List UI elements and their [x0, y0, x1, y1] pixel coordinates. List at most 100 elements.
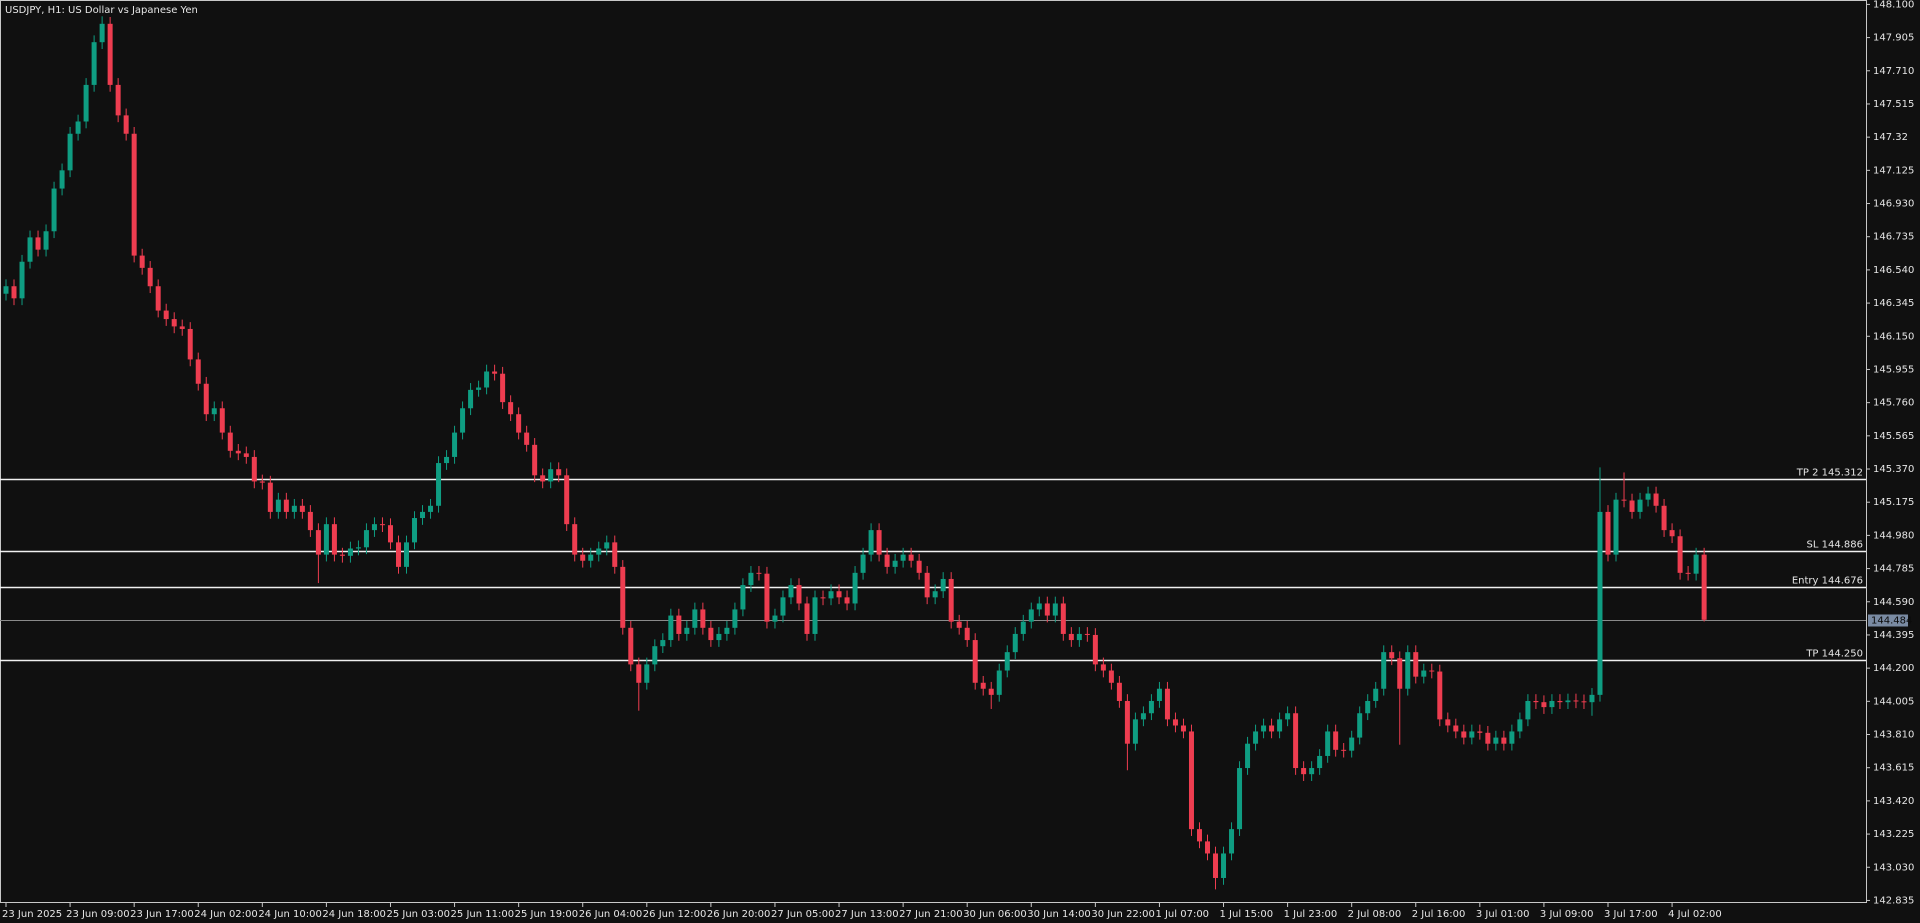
candle-body	[588, 554, 594, 561]
y-tick-label: 142.835	[1873, 895, 1914, 906]
candle-body	[203, 383, 209, 415]
candle-body	[612, 542, 618, 567]
y-tick-label: 147.125	[1873, 165, 1914, 176]
candle-body	[1549, 700, 1555, 708]
candle-body	[996, 670, 1002, 695]
y-tick-label: 143.615	[1873, 763, 1914, 774]
candle-body	[363, 530, 369, 548]
candle-body	[1613, 499, 1619, 555]
x-tick-label: 2 Jul 08:00	[1348, 909, 1402, 920]
candle-body	[251, 456, 257, 482]
candle-body	[1445, 719, 1451, 726]
candle-body	[1044, 603, 1050, 616]
candle-body	[1116, 682, 1122, 701]
candle-body	[468, 389, 474, 409]
candle-body	[1100, 664, 1106, 671]
candle-body	[524, 432, 530, 445]
candle-body	[3, 286, 9, 294]
y-tick-label: 144.005	[1873, 696, 1914, 707]
candle-body	[1253, 731, 1259, 744]
candle-body	[580, 554, 586, 561]
y-tick-label: 143.810	[1873, 730, 1914, 741]
candle-body	[123, 115, 129, 134]
y-tick-label: 146.735	[1873, 232, 1914, 243]
candle-body	[564, 475, 570, 525]
candle-body	[1164, 688, 1170, 720]
candle-body	[828, 591, 834, 599]
x-tick-label: 24 Jun 18:00	[322, 909, 386, 920]
candle-body	[1677, 536, 1683, 573]
candle-body	[980, 682, 986, 689]
x-tick-label: 26 Jun 04:00	[579, 909, 643, 920]
x-tick-label: 30 Jun 22:00	[1091, 909, 1155, 920]
candle-body	[1237, 768, 1243, 830]
candle-body	[219, 408, 225, 433]
candle-body	[259, 481, 265, 483]
candle-body	[99, 23, 105, 43]
y-tick-label: 145.955	[1873, 364, 1914, 375]
candle-body	[1277, 719, 1283, 732]
candle-body	[211, 408, 217, 415]
x-tick-label: 23 Jun 09:00	[66, 909, 130, 920]
candle-body	[1429, 670, 1435, 672]
x-tick-label: 27 Jun 05:00	[771, 909, 835, 920]
candle-body	[812, 597, 818, 634]
candle-body	[628, 627, 634, 665]
candle-body	[1196, 829, 1202, 842]
x-tick-label: 27 Jun 13:00	[835, 909, 899, 920]
candle-body	[1685, 572, 1691, 574]
candle-body	[540, 475, 546, 482]
candle-body	[1076, 633, 1082, 641]
x-tick-label: 30 Jun 06:00	[963, 909, 1027, 920]
x-tick-label: 26 Jun 12:00	[643, 909, 707, 920]
candle-body	[1341, 749, 1347, 751]
candle-body	[404, 542, 409, 567]
candle-body	[299, 505, 305, 512]
y-tick-label: 144.395	[1873, 630, 1914, 641]
candle-body	[1485, 732, 1491, 744]
plot-frame	[0, 0, 1867, 903]
candle-body	[1501, 737, 1507, 744]
candle-body	[836, 591, 842, 598]
candle-body	[436, 463, 442, 506]
candle-body	[1301, 768, 1307, 775]
candle-body	[1373, 688, 1379, 701]
candle-body	[1405, 652, 1411, 689]
candle-body	[452, 432, 458, 457]
y-tick-label: 144.980	[1873, 530, 1914, 541]
candle-body	[267, 482, 273, 512]
candle-body	[668, 615, 674, 641]
candle-body	[1261, 725, 1267, 732]
candle-body	[1701, 554, 1707, 620]
candle-body	[1493, 737, 1499, 744]
candle-body	[964, 627, 970, 641]
candle-body	[1605, 511, 1611, 555]
candle-body	[1469, 731, 1475, 738]
candle-body	[788, 585, 794, 598]
candle-body	[131, 133, 137, 256]
candle-body	[868, 530, 874, 555]
candle-body	[1140, 713, 1146, 720]
candle-body	[508, 402, 514, 415]
candle-body	[1437, 671, 1443, 720]
y-tick-label: 144.590	[1873, 597, 1914, 608]
candle-body	[636, 664, 642, 683]
candle-body	[1637, 499, 1643, 512]
y-tick-label: 145.175	[1873, 497, 1914, 508]
candle-body	[620, 566, 626, 628]
candle-body	[1052, 603, 1058, 616]
candle-body	[51, 188, 57, 232]
candle-body	[780, 597, 786, 616]
chart-title: USDJPY, H1: US Dollar vs Japanese Yen	[5, 5, 198, 16]
candle-body	[171, 319, 177, 327]
candle-body	[1525, 700, 1531, 720]
candle-body	[83, 84, 89, 122]
candle-body	[331, 524, 337, 555]
candle-body	[1333, 731, 1339, 750]
candle-body	[1461, 731, 1467, 738]
y-tick-label: 144.200	[1873, 663, 1914, 674]
y-tick-label: 148.100	[1873, 0, 1914, 10]
candle-body	[1541, 702, 1547, 708]
y-tick-label: 146.150	[1873, 331, 1914, 342]
candle-body	[1004, 652, 1010, 671]
